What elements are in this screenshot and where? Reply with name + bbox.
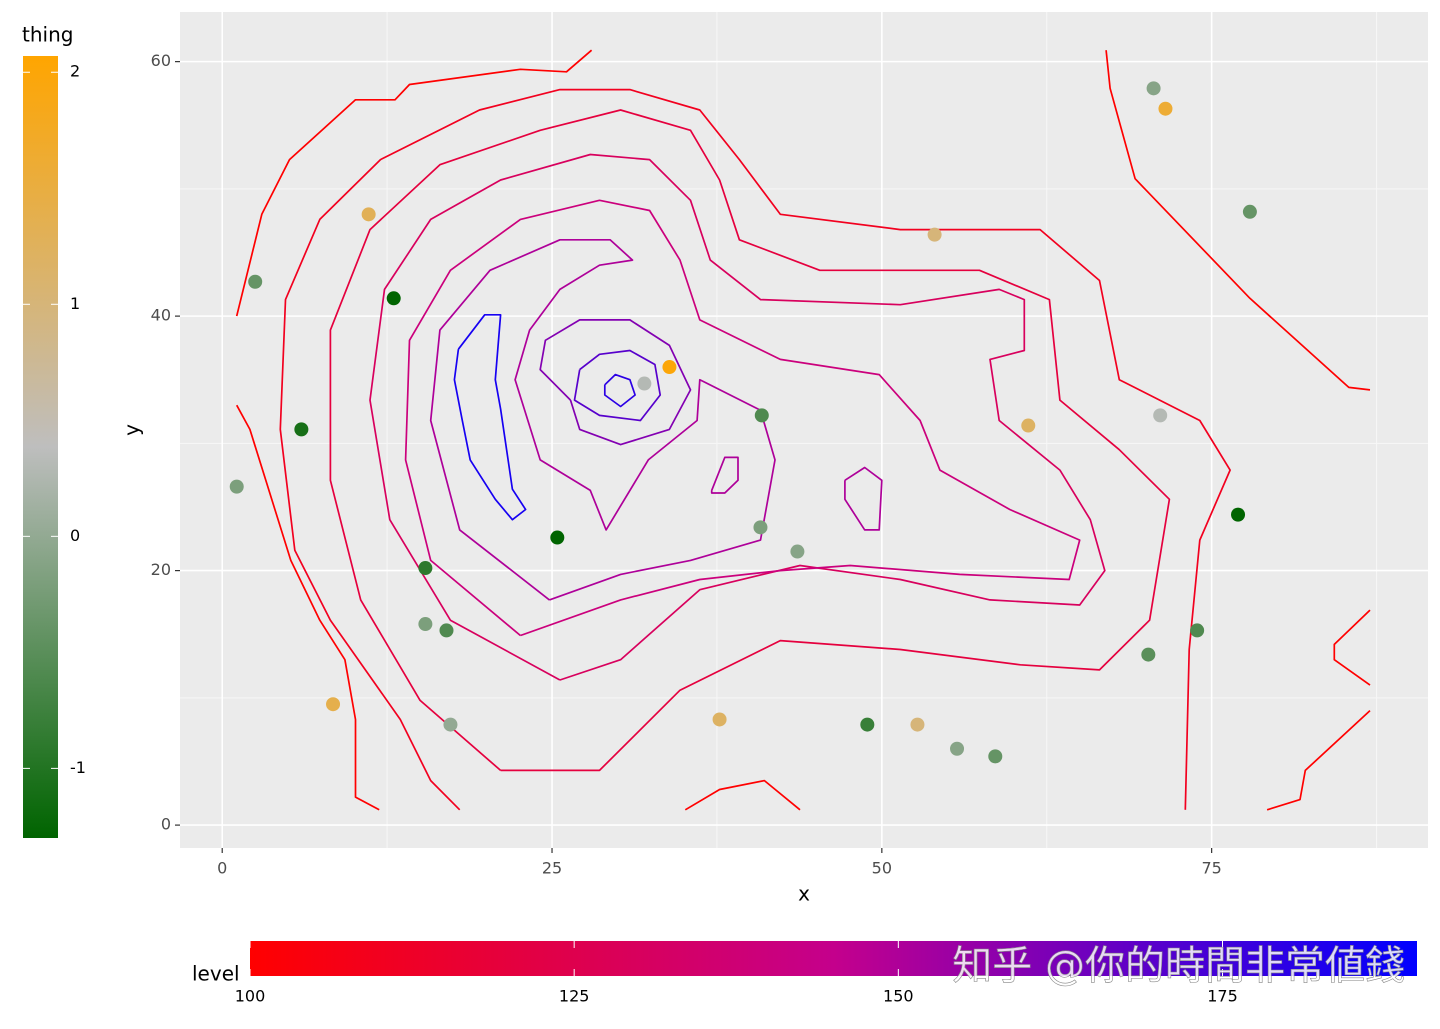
point: [950, 741, 965, 756]
x-tick-label: 75: [1201, 859, 1221, 878]
point: [860, 717, 875, 732]
point: [988, 749, 1003, 764]
point: [550, 530, 565, 545]
plot-area: [229, 49, 1371, 811]
contour-line: [573, 349, 662, 422]
point: [439, 623, 454, 638]
point: [637, 376, 652, 391]
point: [294, 422, 309, 437]
y-tick-label: 40: [151, 306, 171, 325]
x-axis-label: x: [798, 882, 810, 906]
legend-label: 150: [883, 987, 914, 1006]
point: [754, 408, 769, 423]
point: [1021, 418, 1036, 433]
point: [753, 520, 768, 535]
legend-label: 0: [70, 526, 80, 545]
point: [418, 617, 433, 632]
point: [927, 227, 942, 242]
point: [361, 207, 376, 222]
contour-line: [369, 153, 1106, 681]
point: [790, 544, 805, 559]
y-tick-label: 20: [151, 560, 171, 579]
y-tick-label: 60: [151, 51, 171, 70]
legend-label: 100: [235, 987, 266, 1006]
contour-line: [279, 88, 1231, 811]
legend-title: level: [192, 962, 240, 986]
legend-label: 2: [70, 62, 80, 81]
legend-label: 125: [559, 987, 590, 1006]
point: [326, 697, 341, 712]
point: [443, 717, 458, 732]
legend-label: 1: [70, 294, 80, 313]
point: [1153, 408, 1168, 423]
x-tick-label: 25: [542, 859, 562, 878]
point: [1231, 507, 1246, 522]
panel: [180, 12, 1428, 848]
legend-label: 175: [1207, 987, 1238, 1006]
point: [1146, 81, 1161, 96]
point: [386, 291, 401, 306]
point: [1190, 623, 1205, 638]
point: [910, 717, 925, 732]
point: [1158, 101, 1173, 116]
point: [662, 360, 677, 375]
point: [248, 274, 263, 289]
legend-label: -1: [70, 758, 86, 777]
point: [418, 561, 433, 576]
watermark: 知乎 @你的時間非常値錢: [952, 943, 1405, 989]
contour-line: [329, 109, 1171, 772]
y-tick-label: 0: [161, 815, 171, 834]
color-bar: [23, 56, 58, 838]
contour-line: [453, 313, 527, 521]
x-tick-label: 0: [217, 859, 227, 878]
contour-line: [539, 319, 692, 446]
contour-line: [404, 199, 1081, 637]
point: [712, 712, 727, 727]
point: [1242, 204, 1257, 219]
contour-line: [235, 49, 1371, 811]
point: [1141, 647, 1156, 662]
contour-line: [429, 238, 883, 601]
legend-title: thing: [22, 23, 73, 47]
contour-line: [603, 373, 636, 408]
point: [229, 479, 244, 494]
x-tick-label: 50: [872, 859, 892, 878]
y-axis-label: y: [120, 424, 144, 436]
